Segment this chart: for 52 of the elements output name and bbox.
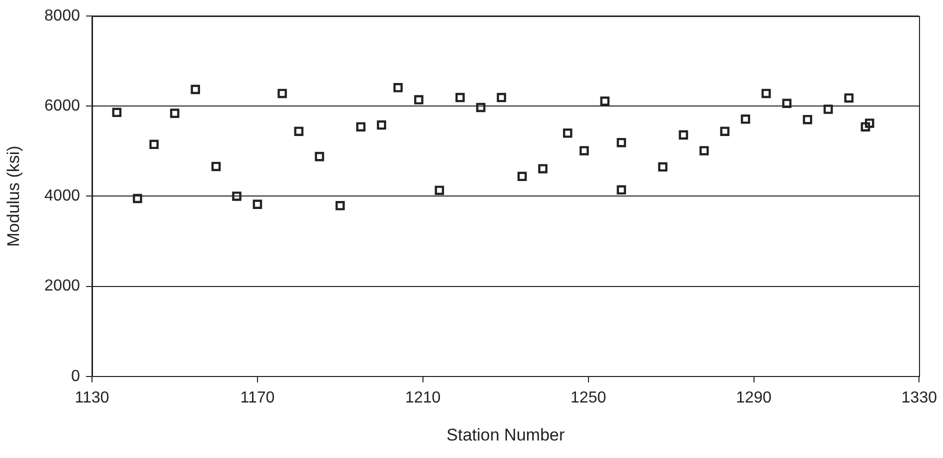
point	[580, 146, 589, 156]
point	[476, 102, 486, 112]
point	[496, 92, 506, 102]
point	[616, 185, 626, 195]
point	[658, 162, 668, 172]
point	[699, 146, 709, 156]
point	[232, 192, 242, 201]
x-tick-label: 1330	[901, 389, 938, 406]
point	[678, 130, 688, 140]
x-tick-label: 1290	[736, 389, 772, 406]
point	[538, 164, 548, 174]
point	[864, 118, 874, 128]
point	[802, 114, 812, 124]
point	[563, 128, 572, 138]
x-tick-label: 1210	[405, 389, 441, 406]
point	[844, 93, 854, 103]
point	[190, 84, 200, 94]
point	[860, 122, 870, 132]
point	[170, 108, 180, 118]
point	[616, 138, 626, 148]
y-tick-label: 8000	[44, 7, 80, 24]
point	[336, 201, 345, 210]
point	[149, 140, 159, 150]
point	[600, 96, 610, 106]
point	[393, 82, 403, 92]
x-axis-title: Station Number	[446, 425, 565, 444]
x-tick-label: 1130	[74, 389, 110, 406]
y-axis-title: Modulus (ksi)	[4, 146, 23, 247]
point	[132, 194, 142, 204]
point	[314, 152, 324, 162]
point	[762, 88, 771, 98]
x-tick-label: 1250	[570, 389, 606, 406]
point	[414, 95, 424, 104]
x-tick-label: 1170	[240, 389, 275, 406]
point	[740, 114, 750, 124]
y-tick-label: 4000	[44, 188, 80, 205]
point	[356, 122, 366, 132]
point	[278, 88, 287, 98]
point	[824, 104, 833, 114]
y-tick-label: 6000	[44, 98, 80, 115]
point	[376, 120, 386, 130]
point	[434, 186, 444, 195]
point	[455, 92, 465, 102]
point	[518, 172, 527, 182]
point	[294, 126, 304, 136]
point	[112, 108, 122, 118]
y-tick-label: 2000	[44, 278, 80, 295]
point	[720, 126, 730, 136]
point	[252, 200, 262, 209]
y-tick-label: 0	[71, 368, 80, 385]
point	[211, 162, 221, 172]
point	[782, 98, 792, 108]
